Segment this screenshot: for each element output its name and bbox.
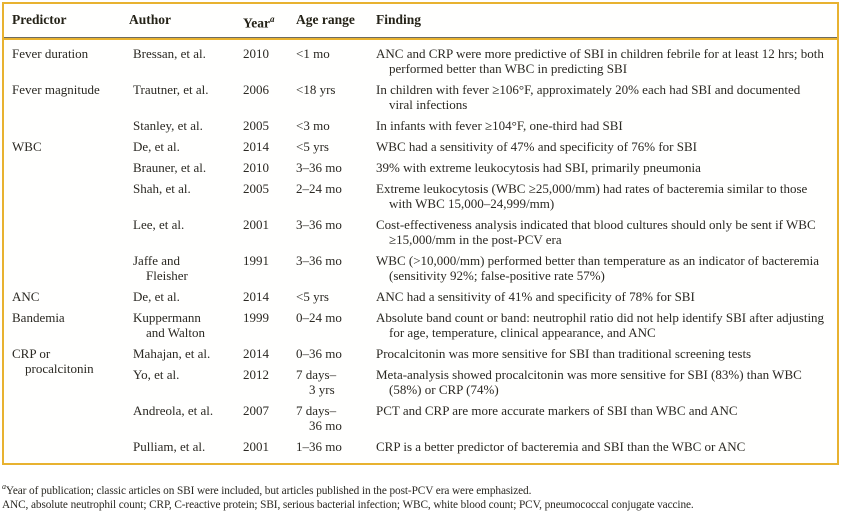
table-row: Pulliam, et al. 2001 1–36 mo CRP is a be… — [4, 433, 837, 454]
predictor-cell: ANC — [12, 289, 40, 304]
footnote-abbreviations: ANC, absolute neutrophil count; CRP, C-r… — [2, 498, 694, 511]
table-row: Jaffe and Fleisher 1991 3–36 mo WBC (>10… — [4, 247, 837, 283]
author-cell: Andreola, et al. — [133, 403, 214, 418]
finding-cell: Cost-effectiveness analysis indicated th… — [376, 217, 816, 247]
header-rule-line — [4, 36, 837, 40]
age-range-cell: 1–36 mo — [296, 439, 342, 454]
year-cell: 2010 — [243, 160, 269, 175]
finding-cell: CRP is a better predictor of bacteremia … — [376, 439, 746, 454]
year-cell: 2005 — [243, 118, 269, 133]
author-cell: Bressan, et al. — [133, 46, 206, 61]
finding-cell: Procalcitonin was more sensitive for SBI… — [376, 346, 752, 361]
table-row: Fever duration Bressan, et al. 2010 <1 m… — [4, 39, 837, 76]
age-range-cell: <5 yrs — [296, 289, 329, 304]
sbi-predictors-table: Predictor Author Yeara Age range Finding… — [4, 4, 837, 454]
finding-cell: In children with fever ≥106°F, approxima… — [376, 82, 801, 112]
footnote-marker-a: a — [2, 482, 6, 491]
header-rule — [4, 36, 837, 40]
year-cell: 2006 — [243, 82, 269, 97]
year-cell: 2001 — [243, 217, 269, 232]
finding-cell: Absolute band count or band: neutrophil … — [376, 310, 825, 340]
finding-cell: PCT and CRP are more accurate markers of… — [376, 403, 738, 418]
year-cell: 2014 — [243, 139, 269, 154]
age-range-cell: 3–36 mo — [296, 217, 342, 232]
author-cell: Lee, et al. — [133, 217, 185, 232]
year-cell: 2007 — [243, 403, 269, 418]
age-range-cell: 3–36 mo — [296, 253, 342, 268]
table-row: Yo, et al. 2012 7 days– 3 yrs Meta-analy… — [4, 361, 837, 397]
age-range-cell: 7 days– 36 mo — [296, 403, 342, 433]
year-cell: 2014 — [243, 289, 269, 304]
finding-cell: ANC and CRP were more predictive of SBI … — [376, 46, 824, 76]
author-cell: Brauner, et al. — [133, 160, 207, 175]
age-range-cell: 0–36 mo — [296, 346, 342, 361]
col-header-predictor: Predictor — [12, 12, 67, 27]
predictor-cell: Fever magnitude — [12, 82, 100, 97]
col-header-age-range: Age range — [296, 12, 355, 27]
table-row: Brauner, et al. 2010 3–36 mo 39% with ex… — [4, 154, 837, 175]
table-row: Lee, et al. 2001 3–36 mo Cost-effectiven… — [4, 211, 837, 247]
age-range-cell: 2–24 mo — [296, 181, 342, 196]
header-row: Predictor Author Yeara Age range Finding — [4, 4, 837, 37]
year-footnote-marker: a — [270, 14, 275, 24]
year-label: Year — [243, 15, 270, 31]
age-range-cell: <5 yrs — [296, 139, 329, 154]
footnote-line1-text: Year of publication; classic articles on… — [5, 484, 532, 497]
predictor-cell: Fever duration — [12, 46, 89, 61]
footnotes: aYear of publication; classic articles o… — [2, 480, 839, 512]
age-range-cell: <18 yrs — [296, 82, 336, 97]
author-cell: De, et al. — [133, 289, 180, 304]
table-row: Stanley, et al. 2005 <3 mo In infants wi… — [4, 112, 837, 133]
table-row: Fever magnitude Trautner, et al. 2006 <1… — [4, 76, 837, 112]
year-cell: 2005 — [243, 181, 269, 196]
author-cell: Kuppermann and Walton — [133, 310, 206, 340]
finding-cell: In infants with fever ≥104°F, one-third … — [376, 118, 623, 133]
year-cell: 2001 — [243, 439, 269, 454]
predictor-cell: CRP or procalcitonin — [12, 346, 94, 376]
table-row: Shah, et al. 2005 2–24 mo Extreme leukoc… — [4, 175, 837, 211]
table-row: Andreola, et al. 2007 7 days– 36 mo PCT … — [4, 397, 837, 433]
footnote-year-of-publication: aYear of publication; classic articles o… — [2, 480, 839, 498]
age-range-cell: <3 mo — [296, 118, 330, 133]
year-cell: 1991 — [243, 253, 269, 268]
finding-cell: Meta-analysis showed procalcitonin was m… — [376, 367, 802, 397]
author-cell: Trautner, et al. — [133, 82, 209, 97]
author-cell: Shah, et al. — [133, 181, 191, 196]
author-cell: Pulliam, et al. — [133, 439, 206, 454]
year-cell: 2014 — [243, 346, 269, 361]
age-range-cell: 3–36 mo — [296, 160, 342, 175]
col-header-year: Yeara — [243, 4, 296, 37]
finding-cell: Extreme leukocytosis (WBC ≥25,000/mm) ha… — [376, 181, 808, 211]
age-range-cell: <1 mo — [296, 46, 330, 61]
col-header-author: Author — [129, 12, 172, 27]
col-header-finding: Finding — [376, 12, 422, 27]
finding-cell: 39% with extreme leukocytosis had SBI, p… — [376, 160, 701, 175]
table-row: WBC De, et al. 2014 <5 yrs WBC had a sen… — [4, 133, 837, 154]
predictors-table-frame: Predictor Author Yeara Age range Finding… — [2, 2, 839, 465]
author-cell: Stanley, et al. — [133, 118, 203, 133]
finding-cell: ANC had a sensitivity of 41% and specifi… — [376, 289, 695, 304]
predictor-cell: Bandemia — [12, 310, 65, 325]
age-range-cell: 0–24 mo — [296, 310, 342, 325]
age-range-cell: 7 days– 3 yrs — [296, 367, 337, 397]
author-cell: Yo, et al. — [133, 367, 180, 382]
author-cell: De, et al. — [133, 139, 180, 154]
predictor-cell: WBC — [12, 139, 42, 154]
table-row: Bandemia Kuppermann and Walton 1999 0–24… — [4, 304, 837, 340]
table-row: ANC De, et al. 2014 <5 yrs ANC had a sen… — [4, 283, 837, 304]
author-cell: Jaffe and Fleisher — [133, 253, 188, 283]
table-row: CRP or procalcitonin Mahajan, et al. 201… — [4, 340, 837, 376]
finding-cell: WBC (>10,000/mm) performed better than t… — [376, 253, 820, 283]
year-cell: 2010 — [243, 46, 269, 61]
finding-cell: WBC had a sensitivity of 47% and specifi… — [376, 139, 697, 154]
author-cell: Mahajan, et al. — [133, 346, 211, 361]
year-cell: 1999 — [243, 310, 269, 325]
year-cell: 2012 — [243, 367, 269, 382]
